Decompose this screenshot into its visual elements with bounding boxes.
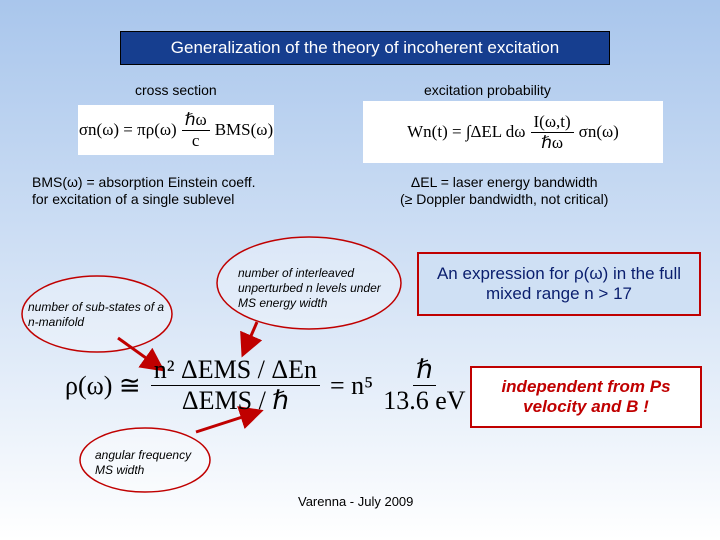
probability-equation: Wn(t) = ∫ΔEL dω I(ω,t) ℏω σn(ω)	[363, 101, 663, 163]
arrow	[195, 406, 264, 434]
fraction: I(ω,t) ℏω	[530, 112, 574, 153]
title: Generalization of the theory of incohere…	[120, 31, 610, 65]
note-line: for excitation of a single sublevel	[32, 191, 235, 207]
cross-section-equation: σn(ω) = πρ(ω) ℏω c BMS(ω)	[78, 105, 274, 155]
eq-part: = n⁵	[330, 370, 374, 400]
highlight-box: An expression for ρ(ω) in the full mixed…	[417, 252, 701, 316]
annotation: number of sub-states of a n-manifold	[28, 300, 165, 329]
eq-part: σn(ω)	[578, 122, 619, 141]
eq-part: ℏω	[541, 132, 564, 152]
main-equation: ρ(ω) ≅ n² ΔEMS / ΔEn ΔEMS / ℏ = n⁵ ℏ 13.6 …	[65, 355, 466, 416]
eq-part: ΔEMS / ℏ	[181, 386, 289, 415]
annotation-ellipse	[79, 427, 211, 493]
right-note: ΔEL = laser energy bandwidth (≥ Doppler …	[400, 174, 608, 208]
eq-part: I(ω,t)	[530, 112, 574, 133]
eq-part: ℏ	[413, 355, 436, 386]
note-line: BMS(ω) = absorption Einstein coeff.	[32, 174, 256, 190]
left-label: cross section	[135, 82, 217, 98]
annotation-ellipse	[21, 275, 173, 353]
eq-part: n² ΔEMS / ΔEn	[150, 355, 321, 386]
eq-part: σn(ω) = πρ(ω)	[78, 120, 177, 139]
eq-part: c	[191, 130, 200, 150]
eq-part: Wn(t) = ∫ΔEL dω	[407, 122, 526, 141]
eq-part: ℏω	[181, 110, 210, 131]
note-line: ΔEL = laser energy bandwidth	[410, 174, 598, 190]
fraction: n² ΔEMS / ΔEn ΔEMS / ℏ	[150, 355, 321, 416]
arrow	[240, 321, 263, 358]
eq-part: BMS(ω)	[214, 120, 274, 139]
left-note: BMS(ω) = absorption Einstein coeff. for …	[32, 174, 256, 208]
fraction: ℏ 13.6 eV	[383, 355, 465, 416]
annotation-ellipse	[216, 236, 402, 330]
annotation: number of interleaved unperturbed n leve…	[238, 266, 381, 310]
fraction: ℏω c	[181, 110, 210, 151]
annotation: angular frequency MS width	[95, 448, 192, 477]
conclusion-box: independent from Ps velocity and B !	[470, 366, 702, 428]
arrow	[117, 336, 165, 372]
right-label: excitation probability	[424, 82, 551, 98]
eq-part: ρ(ω) ≅	[65, 370, 141, 400]
eq-part: 13.6 eV	[383, 386, 466, 415]
footer: Varenna - July 2009	[298, 494, 414, 509]
note-line: (≥ Doppler bandwidth, not critical)	[400, 191, 609, 207]
